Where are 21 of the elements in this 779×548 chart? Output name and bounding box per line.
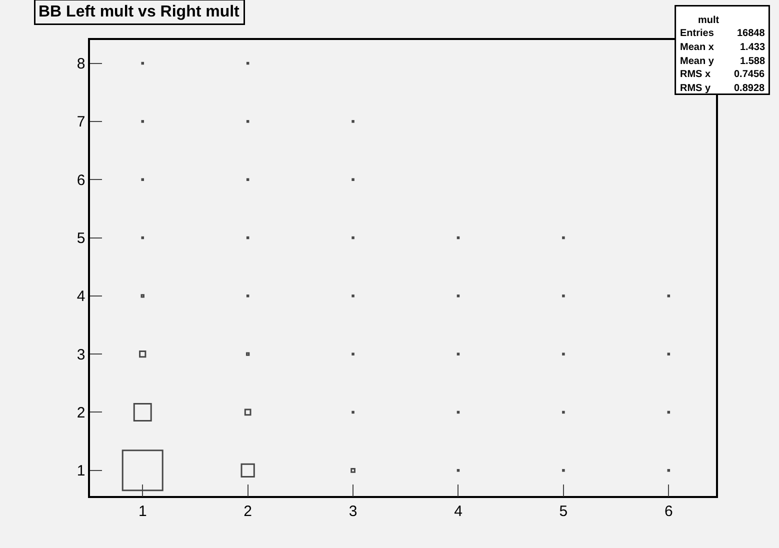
y-tick-label: 6 [76,172,86,189]
text: mult [698,15,720,26]
x-tick-label: 3 [348,502,358,520]
text: Mean x 1.433 [680,42,766,53]
y-tick-label: 3 [76,346,86,364]
x-tick-label: 5 [559,502,568,520]
y-tick-label: 4 [76,288,86,306]
text: Mean y 1.588 [680,56,766,67]
x-tick-label: 1 [138,502,147,520]
y-tick-label: 1 [76,462,86,480]
y-tick-label: 5 [76,230,86,248]
text: RMS y 0.8928 [680,83,765,94]
chart-title: BB Left mult vs Right mult [38,4,240,20]
x-tick-label: 6 [664,502,673,520]
text: RMS x 0.7456 [680,69,765,80]
x-tick-label: 4 [454,502,462,520]
text: Entries 16848 [680,28,765,39]
y-tick-label: 2 [76,404,86,422]
y-tick-label: 7 [76,114,86,131]
y-tick-label: 8 [76,56,86,73]
x-tick-label: 2 [244,502,252,520]
